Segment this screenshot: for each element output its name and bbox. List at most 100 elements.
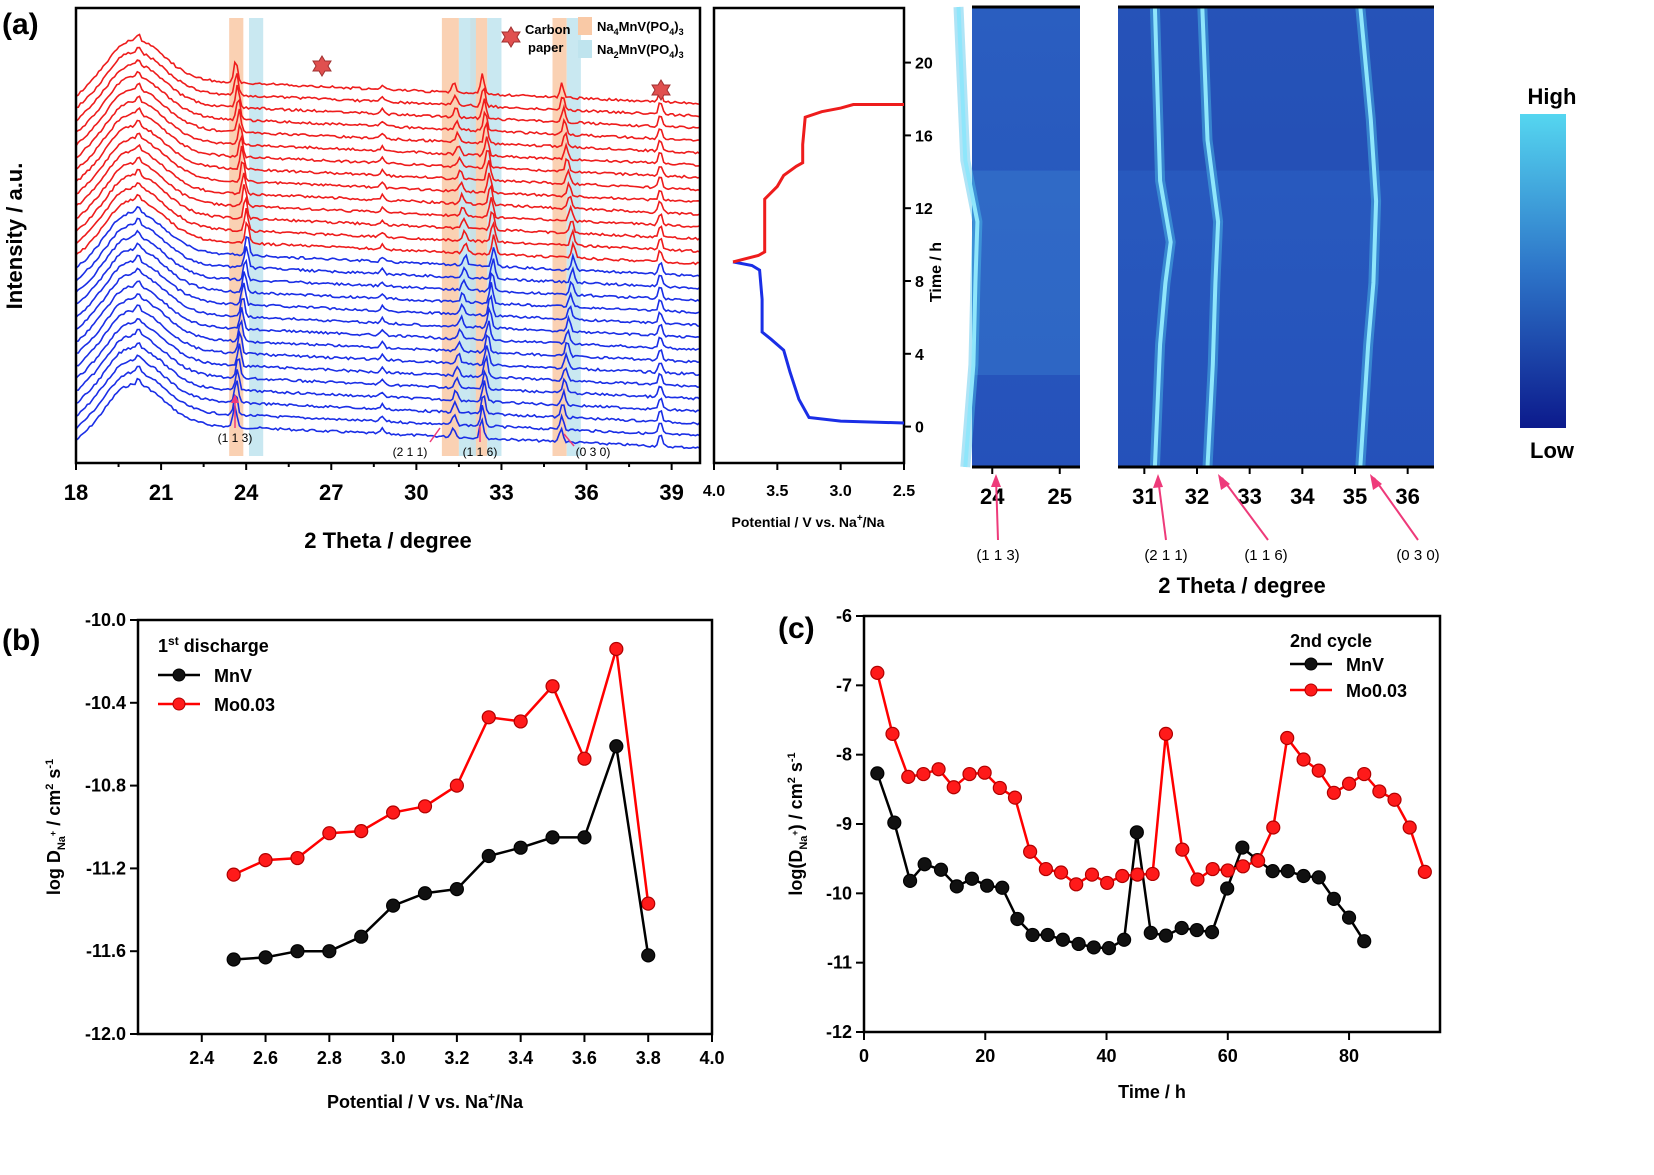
panel-b-mo-point-2 (290, 850, 305, 866)
xrd-discharge-scan-4 (75, 328, 701, 401)
panel-c-xtick-label-2: 40 (1097, 1046, 1117, 1066)
contour-trace-0 (956, 6, 980, 468)
echem-xtick-label-1: 3.5 (766, 483, 788, 500)
xrd-xtick-label-2: 24 (234, 480, 259, 505)
xrd-discharge-scan-2 (75, 354, 701, 426)
panel-b-mnv-point-10 (545, 830, 560, 845)
contour-arrowhead-030 (1370, 474, 1382, 490)
panel-c-mo-point-32 (1357, 766, 1372, 782)
panel-c-mnv-point-20 (1174, 920, 1189, 936)
xrd-xtick-label-3: 27 (319, 480, 343, 505)
panel-c-mnv-line (876, 772, 1366, 950)
xrd-band-1-0 (249, 18, 264, 456)
xrd-xtick-label-1: 21 (149, 480, 173, 505)
panel-c-mnv-point-4 (933, 862, 949, 877)
echem-xlabel: Potential / V vs. Na+/Na (732, 513, 885, 530)
panel-c-mnv-point-19 (1158, 928, 1174, 943)
xrd-charge-scan-20 (75, 132, 701, 203)
xrd-discharge-scan-14 (75, 205, 701, 278)
panel-c-mnv-point-22 (1204, 925, 1220, 940)
contour-arrowhead-116 (1218, 474, 1230, 490)
panel-c-mnv-point-18 (1143, 925, 1158, 940)
panel-b-ylabel: log DNa+ / cm2 s-1 (44, 759, 68, 895)
panel-c-mnv-point-1 (887, 815, 902, 830)
panel-b-mo-point-11 (577, 751, 592, 766)
xrd-peak-label-116: (1 1 6) (463, 445, 498, 459)
panel-c-mo-point-36 (1417, 864, 1432, 879)
panel-b-mo-point-13 (641, 896, 656, 911)
panel-c-mo-point-20 (1175, 842, 1190, 857)
contour-arrowhead-113 (991, 474, 1001, 487)
panel-c-ticks: 0 20 40 60 80 -6 -7 -8 -9 -10 -11 -12 (826, 606, 1359, 1066)
panel-c-legend: MnV Mo0.03 (1290, 655, 1407, 701)
xrd-plot: 18 21 24 27 30 33 36 39 2 Theta / degree Intens… (2, 6, 702, 553)
panel-c-mnv-point-11 (1040, 927, 1055, 943)
contour-plot: 24 25 31 32 33 34 35 36 (1 1 3) (2 1 1) (1 1 6)… (953, 5, 1440, 598)
panel-c-mnv-point-29 (1311, 870, 1326, 885)
panel-b-ytick-label-1: -10.4 (85, 693, 126, 713)
panel-c-mo-point-15 (1100, 875, 1115, 891)
xrd-discharge-scan-8 (75, 280, 701, 351)
panel-c-xtick-label-4: 80 (1339, 1046, 1359, 1066)
contour-time-bands (972, 7, 1434, 375)
panel-c-mo-point-0 (870, 665, 885, 680)
xrd-charge-scan-25 (75, 70, 701, 142)
carbon-paper-star-icon-2 (651, 79, 671, 101)
panel-c-mnv-point-6 (964, 871, 980, 886)
xrd-discharge-scan-1 (75, 365, 701, 437)
panel-b-xtick-label-5: 3.4 (508, 1048, 533, 1068)
contour-trace-3 (1358, 6, 1379, 468)
panel-c-legend-mnv-label: MnV (1346, 655, 1384, 675)
panel-c-series (870, 665, 1432, 956)
peak-arrow-211 (429, 427, 441, 443)
panel-c-mo-point-26 (1266, 820, 1281, 835)
panel-c-mo-point-35 (1402, 820, 1417, 835)
panel-c-axes-frame (862, 614, 1442, 1034)
panel-b-ticks: 2.4 2.6 2.8 3.0 3.2 3.4 3.6 3.8 4.0 -10.0 -10.4 -10… (85, 610, 725, 1068)
peak-arrowhead-113 (231, 394, 239, 403)
xrd-xlabel: 2 Theta / degree (304, 528, 472, 553)
legend-na4-label: Na4MnV(PO4)3 (597, 19, 684, 37)
echem-ytick-label-2: 8 (915, 274, 924, 291)
panel-b-mnv-point-9 (513, 840, 528, 855)
panel-b-mo-point-12 (609, 641, 624, 657)
panel-c-mo-point-10 (1023, 844, 1038, 859)
panel-c-plot: 0 20 40 60 80 -6 -7 -8 -9 -10 -11 -12 2nd cycle MnV… (786, 606, 1442, 1102)
panel-b-mo-point-0 (226, 867, 241, 882)
panel-c-legend-mnv-marker (1304, 657, 1318, 671)
contour-arrow-113 (995, 477, 999, 541)
xrd-legend: Carbon paper Na4MnV(PO4)3 Na2MnV(PO4)3 (501, 17, 684, 60)
panel-b-ytick-label-0: -10.0 (85, 610, 126, 630)
xrd-x-ticks: 18 21 24 27 30 33 36 39 (64, 463, 684, 505)
panel-c-mo-point-29 (1311, 763, 1326, 778)
echem-xtick-label-2: 3.0 (830, 483, 852, 500)
xrd-charge-scan-24 (75, 82, 701, 155)
echem-xtick-label-0: 4.0 (703, 483, 725, 500)
panel-b-ytick-label-5: -12.0 (85, 1024, 126, 1044)
xrd-peak-label-113: (1 1 3) (218, 431, 253, 445)
panel-c-ytick-label-2: -8 (836, 745, 852, 765)
xrd-charge-scan-16 (75, 181, 701, 253)
panel-b-xtick-label-2: 2.8 (317, 1048, 342, 1068)
xrd-xtick-label-4: 30 (404, 480, 428, 505)
peak-arrow-030 (563, 433, 575, 447)
panel-b-mnv-point-8 (481, 848, 496, 864)
colorbar: High Low (1520, 84, 1576, 463)
panel-b-plot: 2.4 2.6 2.8 3.0 3.2 3.4 3.6 3.8 4.0 -10.0 -10.4 -10… (44, 610, 725, 1112)
panel-b-xtick-label-0: 2.4 (189, 1048, 214, 1068)
contour-band-left-mid (972, 170, 1080, 375)
legend-carbon-paper-line2: paper (528, 40, 563, 55)
carbon-paper-star-icon (501, 26, 521, 48)
echem-discharge-curve (732, 260, 905, 425)
panel-c-annotation: 2nd cycle (1290, 631, 1372, 651)
echem-xtick-label-3: 2.5 (893, 483, 915, 500)
panel-b-mnv-point-13 (641, 948, 656, 963)
xrd-charge-scan-19 (75, 143, 701, 216)
panel-c-ytick-label-1: -7 (836, 675, 852, 695)
panel-c-mnv-point-21 (1189, 922, 1204, 938)
contour-right-xtick-label-4: 35 (1343, 484, 1367, 509)
panel-b-xlabel: Potential / V vs. Na+/Na (327, 1090, 524, 1112)
panel-c-mo-point-17 (1130, 867, 1145, 882)
echem-ticks: 4.0 3.5 3.0 2.5 0 4 8 12 16 20 (703, 56, 933, 500)
xrd-charge-scan-28 (75, 33, 701, 105)
